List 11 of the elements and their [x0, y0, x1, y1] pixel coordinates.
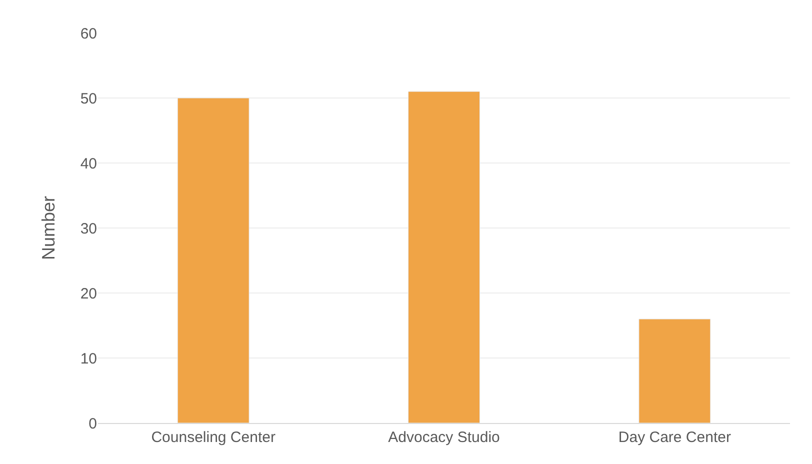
y-axis-title: Number: [38, 196, 59, 260]
x-tick-label: Day Care Center: [618, 429, 731, 446]
y-tick-label: 60: [80, 25, 97, 42]
x-tick-label: Advocacy Studio: [388, 429, 500, 446]
y-tick-label: 20: [80, 285, 97, 302]
y-tick-label: 0: [88, 415, 97, 432]
y-tick-label: 40: [80, 155, 97, 172]
y-tick-label: 10: [80, 350, 97, 368]
y-tick-label: 50: [80, 90, 97, 108]
x-tick-label: Counseling Center: [151, 429, 276, 446]
y-tick-label: 30: [80, 220, 97, 238]
